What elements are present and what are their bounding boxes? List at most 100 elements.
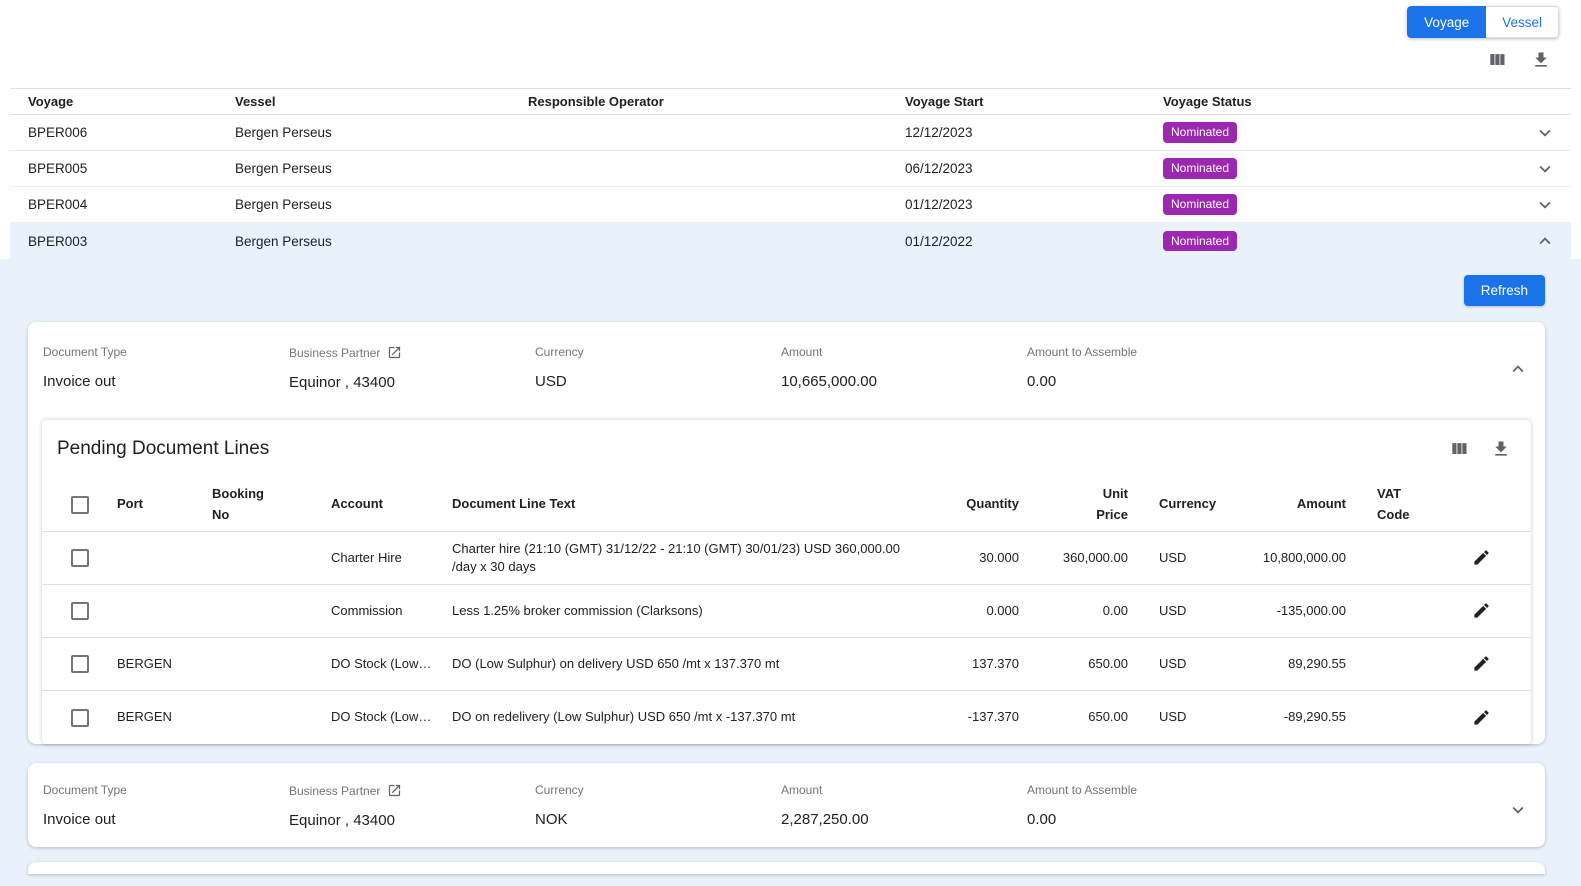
line-text-cell: DO (Low Sulphur) on delivery USD 650 /mt… [452, 655, 929, 673]
download-icon[interactable] [1531, 50, 1551, 70]
col-voyage-status: Voyage Status [1163, 94, 1519, 109]
voyage-cell: BPER004 [10, 197, 235, 212]
document-card-usd: Document Type Invoice out Business Partn… [28, 322, 1545, 744]
currency-label: Currency [535, 345, 781, 359]
currency-value: NOK [535, 811, 781, 828]
table-row-expanded[interactable]: BPER003 Bergen Perseus 01/12/2022 Nomina… [10, 223, 1571, 259]
vessel-cell: Bergen Perseus [235, 197, 528, 212]
business-partner-label: Business Partner [289, 346, 380, 360]
expand-document-icon[interactable] [1507, 799, 1529, 821]
edit-icon[interactable] [1471, 601, 1491, 621]
col-currency: Currency [1159, 494, 1234, 514]
vessel-toggle-button[interactable]: Vessel [1486, 6, 1559, 38]
currency-cell: USD [1159, 708, 1234, 726]
amount-to-assemble-value: 0.00 [1027, 373, 1273, 390]
status-badge: Nominated [1163, 194, 1237, 214]
table-row[interactable]: BPER004 Bergen Perseus 01/12/2023 Nomina… [10, 187, 1571, 223]
voyage-start-cell: 01/12/2022 [905, 234, 1163, 249]
line-row: Commission Less 1.25% broker commission … [42, 585, 1531, 638]
row-checkbox[interactable] [71, 549, 89, 567]
row-checkbox[interactable] [71, 655, 89, 673]
unit-price-cell: 0.00 [1019, 602, 1159, 620]
voyage-cell: BPER005 [10, 161, 235, 176]
currency-cell: USD [1159, 655, 1234, 673]
next-document-card-edge [28, 862, 1545, 874]
amount-value: 10,665,000.00 [781, 373, 1027, 390]
refresh-button[interactable]: Refresh [1464, 275, 1545, 306]
status-badge: Nominated [1163, 231, 1237, 251]
amount-to-assemble-label: Amount to Assemble [1027, 783, 1273, 797]
open-in-new-icon[interactable] [387, 783, 402, 798]
voyages-table-header: Voyage Vessel Responsible Operator Voyag… [10, 88, 1571, 115]
columns-icon[interactable] [1487, 50, 1507, 70]
unit-price-cell: 650.00 [1019, 708, 1159, 726]
voyage-start-cell: 01/12/2023 [905, 197, 1163, 212]
unit-price-cell: 360,000.00 [1019, 549, 1159, 567]
open-in-new-icon[interactable] [387, 345, 402, 360]
port-cell: BERGEN [117, 708, 212, 726]
currency-cell: USD [1159, 602, 1234, 620]
edit-icon[interactable] [1471, 548, 1491, 568]
vessel-cell: Bergen Perseus [235, 161, 528, 176]
col-vessel: Vessel [235, 94, 528, 109]
pending-document-lines-card: Pending Document Lines Port Booking No A… [42, 420, 1531, 744]
amount-label: Amount [781, 783, 1027, 797]
chevron-down-icon[interactable] [1534, 194, 1556, 216]
document-card-nok: Document Type Invoice out Business Partn… [28, 763, 1545, 847]
voyage-toggle-button[interactable]: Voyage [1407, 6, 1486, 38]
pending-lines-header: Port Booking No Account Document Line Te… [42, 478, 1531, 532]
currency-cell: USD [1159, 549, 1234, 567]
line-row: BERGEN DO Stock (Low… DO (Low Sulphur) o… [42, 638, 1531, 691]
edit-icon[interactable] [1471, 708, 1491, 728]
line-row: Charter Hire Charter hire (21:10 (GMT) 3… [42, 532, 1531, 585]
col-port: Port [117, 494, 212, 514]
download-icon[interactable] [1491, 439, 1511, 459]
top-toolbar: Voyage Vessel [0, 0, 1581, 88]
account-cell: DO Stock (Low… [331, 655, 452, 673]
currency-label: Currency [535, 783, 781, 797]
line-text-cell: DO on redelivery (Low Sulphur) USD 650 /… [452, 708, 929, 726]
business-partner-value: Equinor , 43400 [289, 812, 535, 829]
chevron-down-icon[interactable] [1534, 158, 1556, 180]
account-cell: Charter Hire [331, 549, 452, 567]
chevron-down-icon[interactable] [1534, 122, 1556, 144]
document-type-label: Document Type [43, 345, 289, 359]
line-row: BERGEN DO Stock (Low… DO on redelivery (… [42, 691, 1531, 744]
document-type-label: Document Type [43, 783, 289, 797]
col-account: Account [331, 494, 452, 514]
business-partner-label: Business Partner [289, 784, 380, 798]
amount-cell: 89,290.55 [1234, 655, 1377, 673]
table-action-icons [1487, 50, 1551, 70]
port-cell: BERGEN [117, 655, 212, 673]
status-badge: Nominated [1163, 122, 1237, 142]
voyages-table: Voyage Vessel Responsible Operator Voyag… [10, 88, 1571, 259]
line-text-cell: Charter hire (21:10 (GMT) 31/12/22 - 21:… [452, 540, 929, 576]
amount-value: 2,287,250.00 [781, 811, 1027, 828]
quantity-cell: -137.370 [929, 708, 1019, 726]
col-quantity: Quantity [929, 494, 1019, 514]
row-checkbox[interactable] [71, 602, 89, 620]
voyage-start-cell: 06/12/2023 [905, 161, 1163, 176]
amount-cell: -89,290.55 [1234, 708, 1377, 726]
row-checkbox[interactable] [71, 709, 89, 727]
business-partner-value: Equinor , 43400 [289, 374, 535, 391]
amount-label: Amount [781, 345, 1027, 359]
pending-lines-title: Pending Document Lines [57, 438, 269, 460]
table-row[interactable]: BPER005 Bergen Perseus 06/12/2023 Nomina… [10, 151, 1571, 187]
edit-icon[interactable] [1471, 654, 1491, 674]
col-vat-code: VAT Code [1377, 484, 1421, 524]
col-voyage: Voyage [10, 94, 235, 109]
select-all-checkbox[interactable] [71, 496, 89, 514]
amount-cell: -135,000.00 [1234, 602, 1377, 620]
col-responsible-operator: Responsible Operator [528, 94, 905, 109]
table-row[interactable]: BPER006 Bergen Perseus 12/12/2023 Nomina… [10, 115, 1571, 151]
col-amount: Amount [1234, 494, 1377, 514]
chevron-up-icon[interactable] [1534, 230, 1556, 252]
document-type-value: Invoice out [43, 811, 289, 828]
collapse-document-icon[interactable] [1507, 358, 1529, 380]
quantity-cell: 30.000 [929, 549, 1019, 567]
amount-to-assemble-label: Amount to Assemble [1027, 345, 1273, 359]
amount-cell: 10,800,000.00 [1234, 549, 1377, 567]
columns-icon[interactable] [1449, 439, 1469, 459]
vessel-cell: Bergen Perseus [235, 234, 528, 249]
